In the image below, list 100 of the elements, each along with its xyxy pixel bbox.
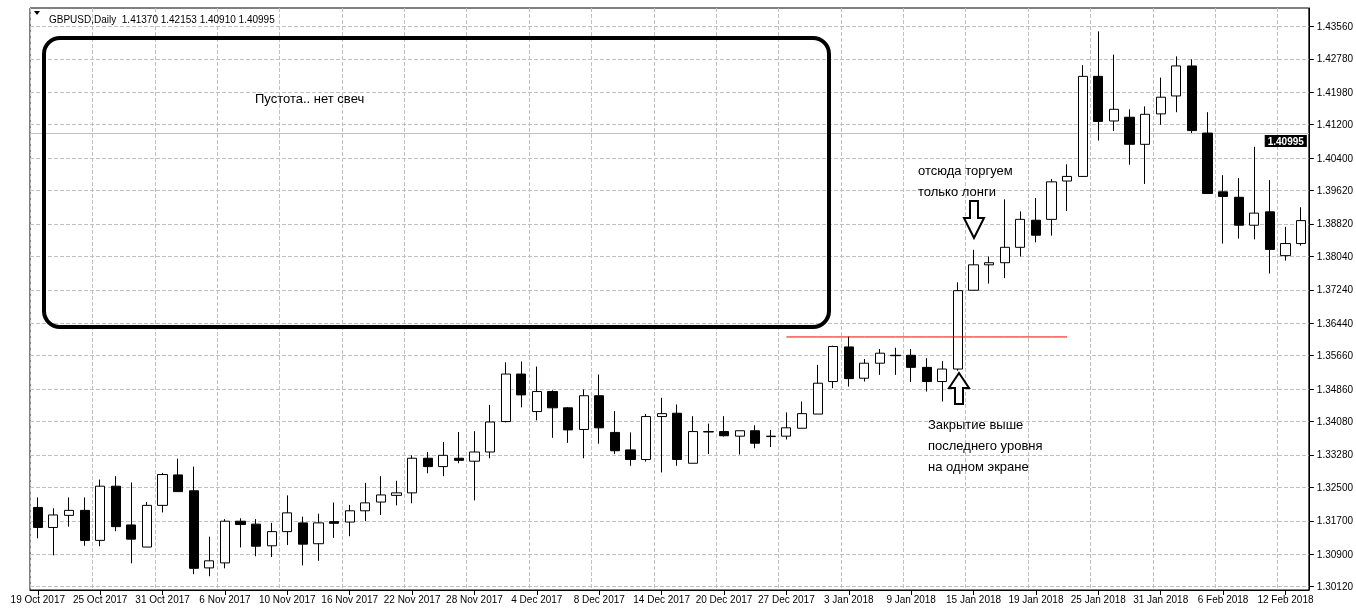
- candlestick: [1124, 108, 1135, 166]
- candlestick: [781, 411, 791, 440]
- y-tick-label: 1.32500: [1316, 481, 1354, 493]
- y-tick-label: 1.40400: [1316, 152, 1354, 164]
- x-tick-label: 31 Oct 2017: [135, 593, 191, 605]
- candlestick: [111, 475, 121, 532]
- candlestick: [953, 281, 963, 372]
- x-tick-label: 27 Dec 2017: [758, 593, 816, 605]
- candlestick: [142, 501, 152, 548]
- candlestick: [204, 536, 214, 577]
- candlestick: [391, 480, 402, 506]
- y-tick-label: 1.41980: [1316, 86, 1354, 98]
- candlestick: [922, 357, 932, 393]
- y-tick-label: 1.38040: [1316, 250, 1354, 262]
- candlestick: [1046, 178, 1057, 237]
- candlestick: [189, 466, 199, 575]
- x-tick-label: 15 Jan 2018: [946, 593, 1002, 605]
- candlestick: [875, 348, 885, 376]
- candlestick: [1031, 197, 1041, 243]
- annotation: Закрытие выше последнего уровня на одном экране: [928, 416, 1044, 476]
- y-tick-label: 1.31700: [1316, 515, 1354, 527]
- y-tick-label: 1.37240: [1316, 284, 1354, 296]
- candlestick: [984, 255, 994, 285]
- x-tick-label: 8 Dec 2017: [573, 593, 626, 605]
- candlestick: [267, 522, 277, 558]
- candlestick: [1000, 198, 1010, 279]
- candlestick: [95, 479, 105, 547]
- candlestick: [735, 430, 745, 456]
- candlestick: [844, 336, 854, 388]
- candlestick: [641, 413, 651, 463]
- x-tick-label: 19 Jan 2018: [1008, 593, 1064, 605]
- candlestick: [1062, 163, 1072, 212]
- x-tick-label: 25 Jan 2018: [1070, 593, 1127, 605]
- candlestick: [563, 406, 573, 444]
- candlestick: [360, 482, 370, 522]
- x-tick-label: 25 Oct 2017: [72, 593, 128, 605]
- candlestick: [1171, 55, 1181, 113]
- candlestick: [906, 348, 916, 383]
- candlestick: [672, 403, 682, 467]
- candlestick: [1202, 111, 1213, 195]
- x-tick-label: 6 Nov 2017: [199, 593, 251, 605]
- candlestick: [48, 507, 58, 556]
- candlestick: [594, 373, 604, 445]
- candlestick: [1078, 64, 1088, 177]
- x-tick-label: 14 Dec 2017: [633, 593, 691, 605]
- y-tick-label: 1.35660: [1316, 350, 1354, 362]
- candlestick: [1093, 30, 1103, 142]
- candlestick: [703, 423, 714, 455]
- candlestick: [1187, 58, 1197, 134]
- candlestick: [1296, 206, 1306, 247]
- candlestick: [126, 481, 136, 564]
- candlestick: [610, 410, 620, 455]
- candlestick: [579, 388, 589, 459]
- candlestick: [532, 366, 542, 421]
- x-tick-label: 28 Nov 2017: [446, 593, 504, 605]
- candlestick: [282, 494, 292, 546]
- y-tick-label: 1.42780: [1316, 53, 1354, 65]
- candlestick: [423, 451, 433, 474]
- candlestick: [469, 430, 480, 501]
- y-tick-label: 1.36440: [1316, 317, 1354, 329]
- x-tick-label: 4 Dec 2017: [511, 593, 563, 605]
- candlestick: [828, 345, 838, 389]
- y-tick-label: 1.34080: [1316, 416, 1354, 428]
- y-tick-label: 1.30120: [1316, 581, 1354, 593]
- candlestick: [329, 501, 339, 539]
- y-tick-label: 1.33280: [1316, 449, 1354, 461]
- candlestick: [1249, 146, 1259, 240]
- candlestick: [890, 347, 901, 376]
- annotation: отсюда торгуем только лонги: [918, 162, 1014, 201]
- candlestick: [1265, 179, 1275, 275]
- candlestick: [438, 441, 448, 477]
- candlestick: [625, 431, 636, 467]
- x-tick-label: 6 Feb 2018: [1197, 593, 1249, 605]
- candlestick: [968, 249, 979, 291]
- candlestick: [1218, 174, 1228, 245]
- x-tick-label: 9 Jan 2018: [886, 593, 937, 605]
- candlestick: [937, 360, 947, 403]
- candlestick: [859, 358, 869, 383]
- candlestick: [766, 429, 776, 448]
- candlestick: [688, 415, 698, 464]
- x-tick-label: 3 Jan 2018: [824, 593, 874, 605]
- x-tick-label: 31 Jan 2018: [1133, 593, 1189, 605]
- candlestick: [376, 475, 386, 516]
- candlestick: [173, 458, 183, 493]
- candlestick: [750, 424, 760, 449]
- candlestick: [516, 361, 526, 408]
- candlestick: [298, 516, 308, 566]
- candlestick: [313, 513, 324, 562]
- candlestick: [719, 415, 729, 438]
- y-tick-label: 1.30900: [1316, 548, 1354, 560]
- candlestick: [1156, 77, 1166, 126]
- y-tick-label: 1.41200: [1316, 119, 1354, 131]
- x-tick-label: 16 Nov 2017: [321, 593, 379, 605]
- y-tick-label: 1.43560: [1316, 20, 1354, 32]
- candlestick: [813, 364, 823, 415]
- x-tick-label: 22 Nov 2017: [383, 593, 441, 605]
- candlestick: [1140, 105, 1150, 185]
- candlestick: [454, 431, 464, 464]
- candlestick: [547, 389, 558, 439]
- text: GBPUSD,Daily 1.41370 1.42153 1.40910 1.40995: [49, 13, 276, 25]
